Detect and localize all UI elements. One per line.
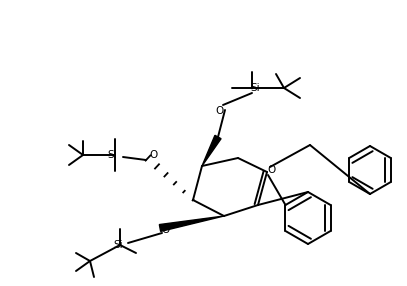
Text: Si: Si <box>113 240 123 250</box>
Text: Si: Si <box>107 150 117 160</box>
Text: O: O <box>215 106 223 116</box>
Text: O: O <box>162 225 170 235</box>
Text: O: O <box>149 150 157 160</box>
Polygon shape <box>202 135 221 166</box>
Polygon shape <box>160 216 224 231</box>
Text: Si: Si <box>250 83 260 93</box>
Text: O: O <box>267 165 275 175</box>
